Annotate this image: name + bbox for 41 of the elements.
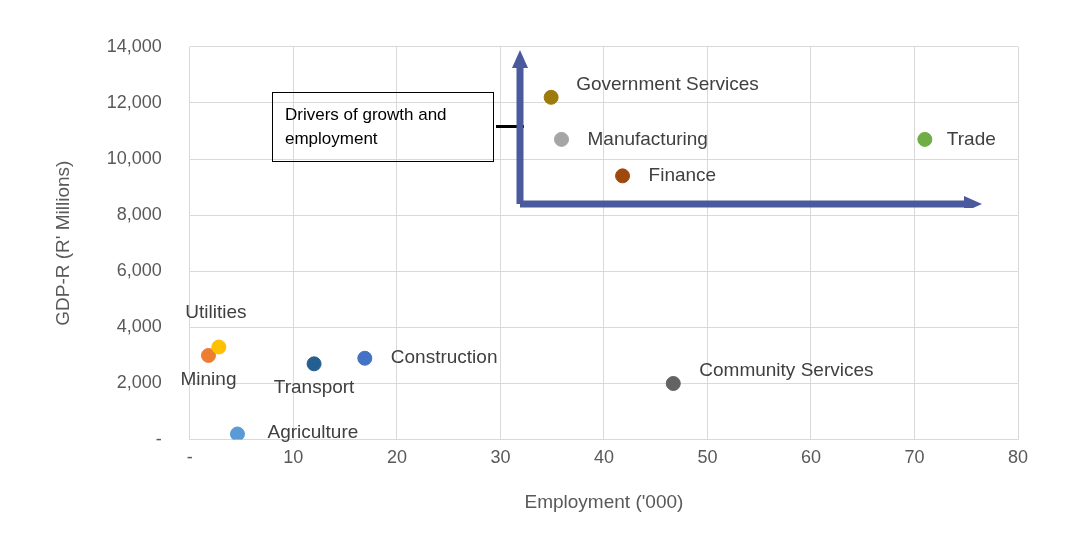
point [357, 350, 373, 366]
series-label: Government Services [576, 72, 759, 94]
x-tick-label: 70 [904, 447, 925, 468]
y-tick-label: 14,000 [106, 35, 162, 56]
point [306, 356, 322, 372]
x-tick-label: 60 [800, 447, 821, 468]
callout-box: Drivers of growth and employment [272, 92, 494, 162]
point [200, 347, 216, 363]
series-label: Transport [273, 376, 356, 398]
x-axis-title: Employment ('000) [524, 490, 684, 512]
y-tick-label: 6,000 [116, 260, 162, 281]
x-tick-label: 30 [490, 447, 511, 468]
series-label: Trade [946, 127, 996, 149]
point [665, 375, 681, 391]
series-label: Community Services [699, 358, 874, 380]
y-axis-title: GDP-R (R' Millions) [51, 160, 73, 326]
x-tick-label: - [186, 447, 193, 468]
x-tick-label: 50 [697, 447, 718, 468]
series-label: Mining [180, 367, 237, 389]
y-tick-label: 2,000 [116, 372, 162, 393]
x-tick-label: 80 [1007, 447, 1029, 468]
y-tick-label: - [155, 428, 162, 449]
series-label: Construction [390, 346, 498, 368]
series-label: Finance [648, 164, 717, 186]
y-tick-label: 10,000 [106, 148, 162, 168]
point [917, 131, 933, 147]
point [543, 89, 559, 105]
x-tick-label: 10 [283, 447, 304, 468]
y-tick-label: 12,000 [106, 91, 162, 112]
annotation: Drivers of growth and employment [285, 105, 447, 148]
series-label: Utilities [185, 301, 247, 323]
series-label: Manufacturing [587, 127, 708, 149]
series-label: Agriculture [267, 421, 359, 443]
point [211, 339, 227, 355]
point [229, 426, 245, 440]
y-tick-label: 4,000 [116, 316, 162, 337]
y-tick-label: 8,000 [116, 204, 162, 225]
x-tick-label: 40 [593, 447, 614, 468]
point [553, 131, 569, 147]
point [615, 168, 631, 184]
x-tick-label: 20 [386, 447, 407, 468]
